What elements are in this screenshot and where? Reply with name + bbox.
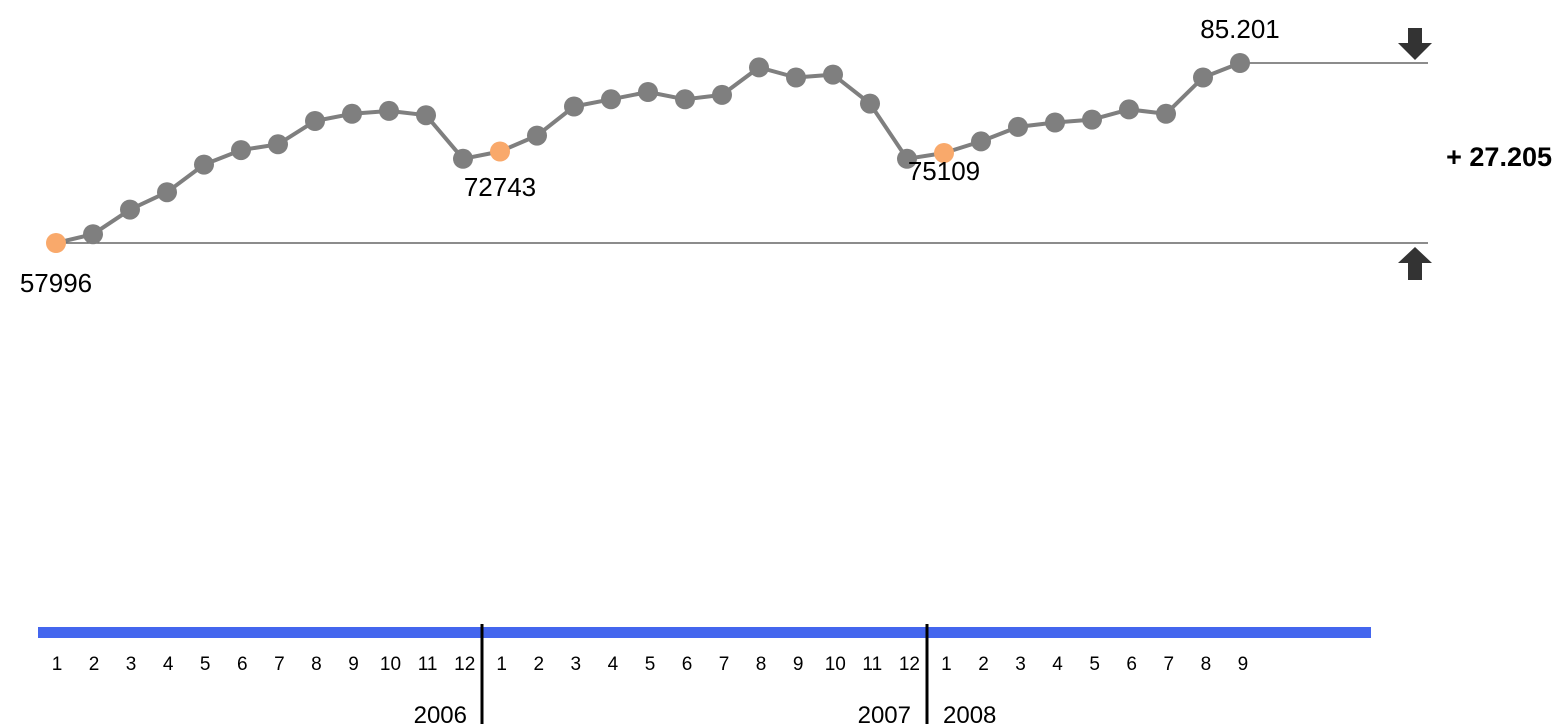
month-tick-label: 6 bbox=[682, 654, 693, 675]
month-tick-label: 2 bbox=[89, 654, 100, 675]
month-tick-label: 3 bbox=[571, 654, 582, 675]
data-point bbox=[749, 57, 769, 78]
data-point bbox=[231, 140, 251, 161]
data-point bbox=[638, 82, 658, 102]
data-point bbox=[1156, 103, 1176, 124]
data-point bbox=[120, 199, 140, 220]
month-tick-label: 2 bbox=[534, 654, 545, 675]
month-tick-label: 8 bbox=[1201, 654, 1212, 675]
year-label-2008: 2008 bbox=[943, 702, 996, 724]
month-tick-label: 12 bbox=[454, 654, 475, 675]
month-labels: 1 2 3 4 5 6 7 8 9 10 11 12 1 2 3 4 5 6 7 8 9 10 11 12 1 2 3 4 5 6 7 8 9 bbox=[52, 654, 1248, 675]
month-tick-label: 10 bbox=[380, 654, 401, 675]
data-point bbox=[1193, 67, 1213, 88]
data-point bbox=[527, 125, 547, 146]
month-tick-label: 9 bbox=[1238, 654, 1249, 675]
series-layer bbox=[46, 53, 1250, 253]
data-point bbox=[453, 148, 473, 169]
data-point bbox=[823, 64, 843, 85]
data-point bbox=[305, 111, 325, 131]
month-tick-label: 5 bbox=[200, 654, 211, 675]
month-tick-label: 3 bbox=[1015, 654, 1026, 675]
month-tick-label: 6 bbox=[237, 654, 248, 675]
data-point bbox=[971, 131, 991, 152]
month-tick-label: 3 bbox=[126, 654, 137, 675]
data-point bbox=[712, 84, 732, 105]
timeline-bar bbox=[38, 627, 1371, 638]
month-tick-label: 4 bbox=[608, 654, 619, 675]
month-tick-label: 1 bbox=[941, 654, 952, 675]
highlighted-data-point bbox=[490, 141, 510, 162]
month-tick-label: 2 bbox=[978, 654, 989, 675]
month-tick-label: 12 bbox=[899, 654, 920, 675]
year-label-2007: 2007 bbox=[858, 702, 911, 724]
data-point bbox=[416, 105, 436, 126]
highlighted-data-point bbox=[46, 233, 66, 253]
month-tick-label: 5 bbox=[645, 654, 656, 675]
month-tick-label: 7 bbox=[1164, 654, 1175, 675]
data-point bbox=[1119, 99, 1139, 120]
mid-value-label-2008: 75109 bbox=[908, 156, 980, 186]
delta-label: + 27.205 bbox=[1446, 142, 1552, 172]
data-point bbox=[1045, 112, 1065, 133]
month-tick-label: 8 bbox=[311, 654, 322, 675]
data-point bbox=[1008, 116, 1028, 137]
data-point bbox=[675, 89, 695, 110]
month-tick-label: 10 bbox=[825, 654, 846, 675]
data-point bbox=[1082, 109, 1102, 130]
data-point bbox=[860, 93, 880, 114]
data-point bbox=[83, 224, 103, 245]
month-tick-label: 8 bbox=[756, 654, 767, 675]
data-point bbox=[564, 96, 584, 117]
month-tick-label: 1 bbox=[496, 654, 507, 675]
month-tick-label: 9 bbox=[793, 654, 804, 675]
data-point bbox=[268, 134, 288, 155]
data-point bbox=[897, 148, 917, 169]
data-point bbox=[194, 154, 214, 175]
start-value-label: 57996 bbox=[20, 268, 92, 298]
data-point bbox=[379, 100, 399, 121]
down-arrow-icon bbox=[1398, 28, 1432, 60]
end-value-label: 85.201 bbox=[1200, 14, 1280, 44]
mid-value-label-2007: 72743 bbox=[464, 172, 536, 202]
data-point bbox=[342, 103, 362, 124]
data-point bbox=[1230, 53, 1250, 73]
data-point bbox=[601, 89, 621, 110]
month-tick-label: 11 bbox=[418, 654, 438, 675]
month-tick-label: 1 bbox=[52, 654, 63, 675]
month-tick-label: 5 bbox=[1089, 654, 1100, 675]
up-arrow-icon bbox=[1398, 247, 1432, 280]
data-point bbox=[786, 67, 806, 88]
data-point bbox=[157, 182, 177, 203]
month-tick-label: 7 bbox=[719, 654, 730, 675]
month-tick-label: 7 bbox=[274, 654, 285, 675]
year-label-2006: 2006 bbox=[414, 702, 467, 724]
month-tick-label: 11 bbox=[862, 654, 882, 675]
month-tick-label: 9 bbox=[348, 654, 359, 675]
month-tick-label: 6 bbox=[1126, 654, 1137, 675]
highlighted-data-point bbox=[934, 143, 954, 163]
month-tick-label: 4 bbox=[1052, 654, 1063, 675]
month-tick-label: 4 bbox=[163, 654, 174, 675]
